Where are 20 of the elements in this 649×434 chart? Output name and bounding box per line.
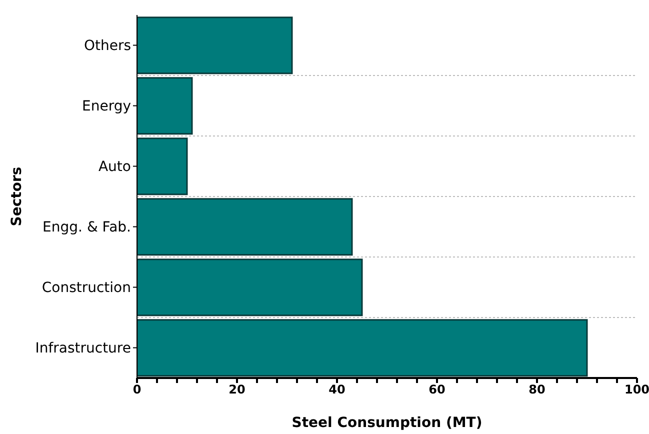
bar [137, 138, 188, 196]
x-tick-label: 40 [328, 382, 346, 397]
x-tick-label: 100 [624, 382, 649, 397]
y-tick-label: Engg. & Fab. [42, 220, 131, 236]
y-tick-label: Auto [98, 159, 131, 176]
y-tick-label: Infrastructure [35, 340, 131, 357]
x-tick-label: 20 [228, 382, 246, 397]
y-axis-title: Sectors [8, 166, 25, 226]
bar [137, 198, 353, 256]
bar [137, 16, 293, 74]
bar [137, 319, 588, 377]
bar [137, 77, 193, 135]
y-tick-label: Others [84, 38, 131, 54]
bar [137, 258, 363, 316]
y-tick-label: Construction [42, 280, 131, 296]
x-tick-label: 0 [132, 382, 142, 397]
x-tick-label: 60 [428, 382, 446, 397]
y-tick-label: Energy [82, 98, 131, 115]
x-axis-title: Steel Consumption (MT) [292, 415, 482, 431]
x-tick-label: 80 [528, 382, 546, 397]
